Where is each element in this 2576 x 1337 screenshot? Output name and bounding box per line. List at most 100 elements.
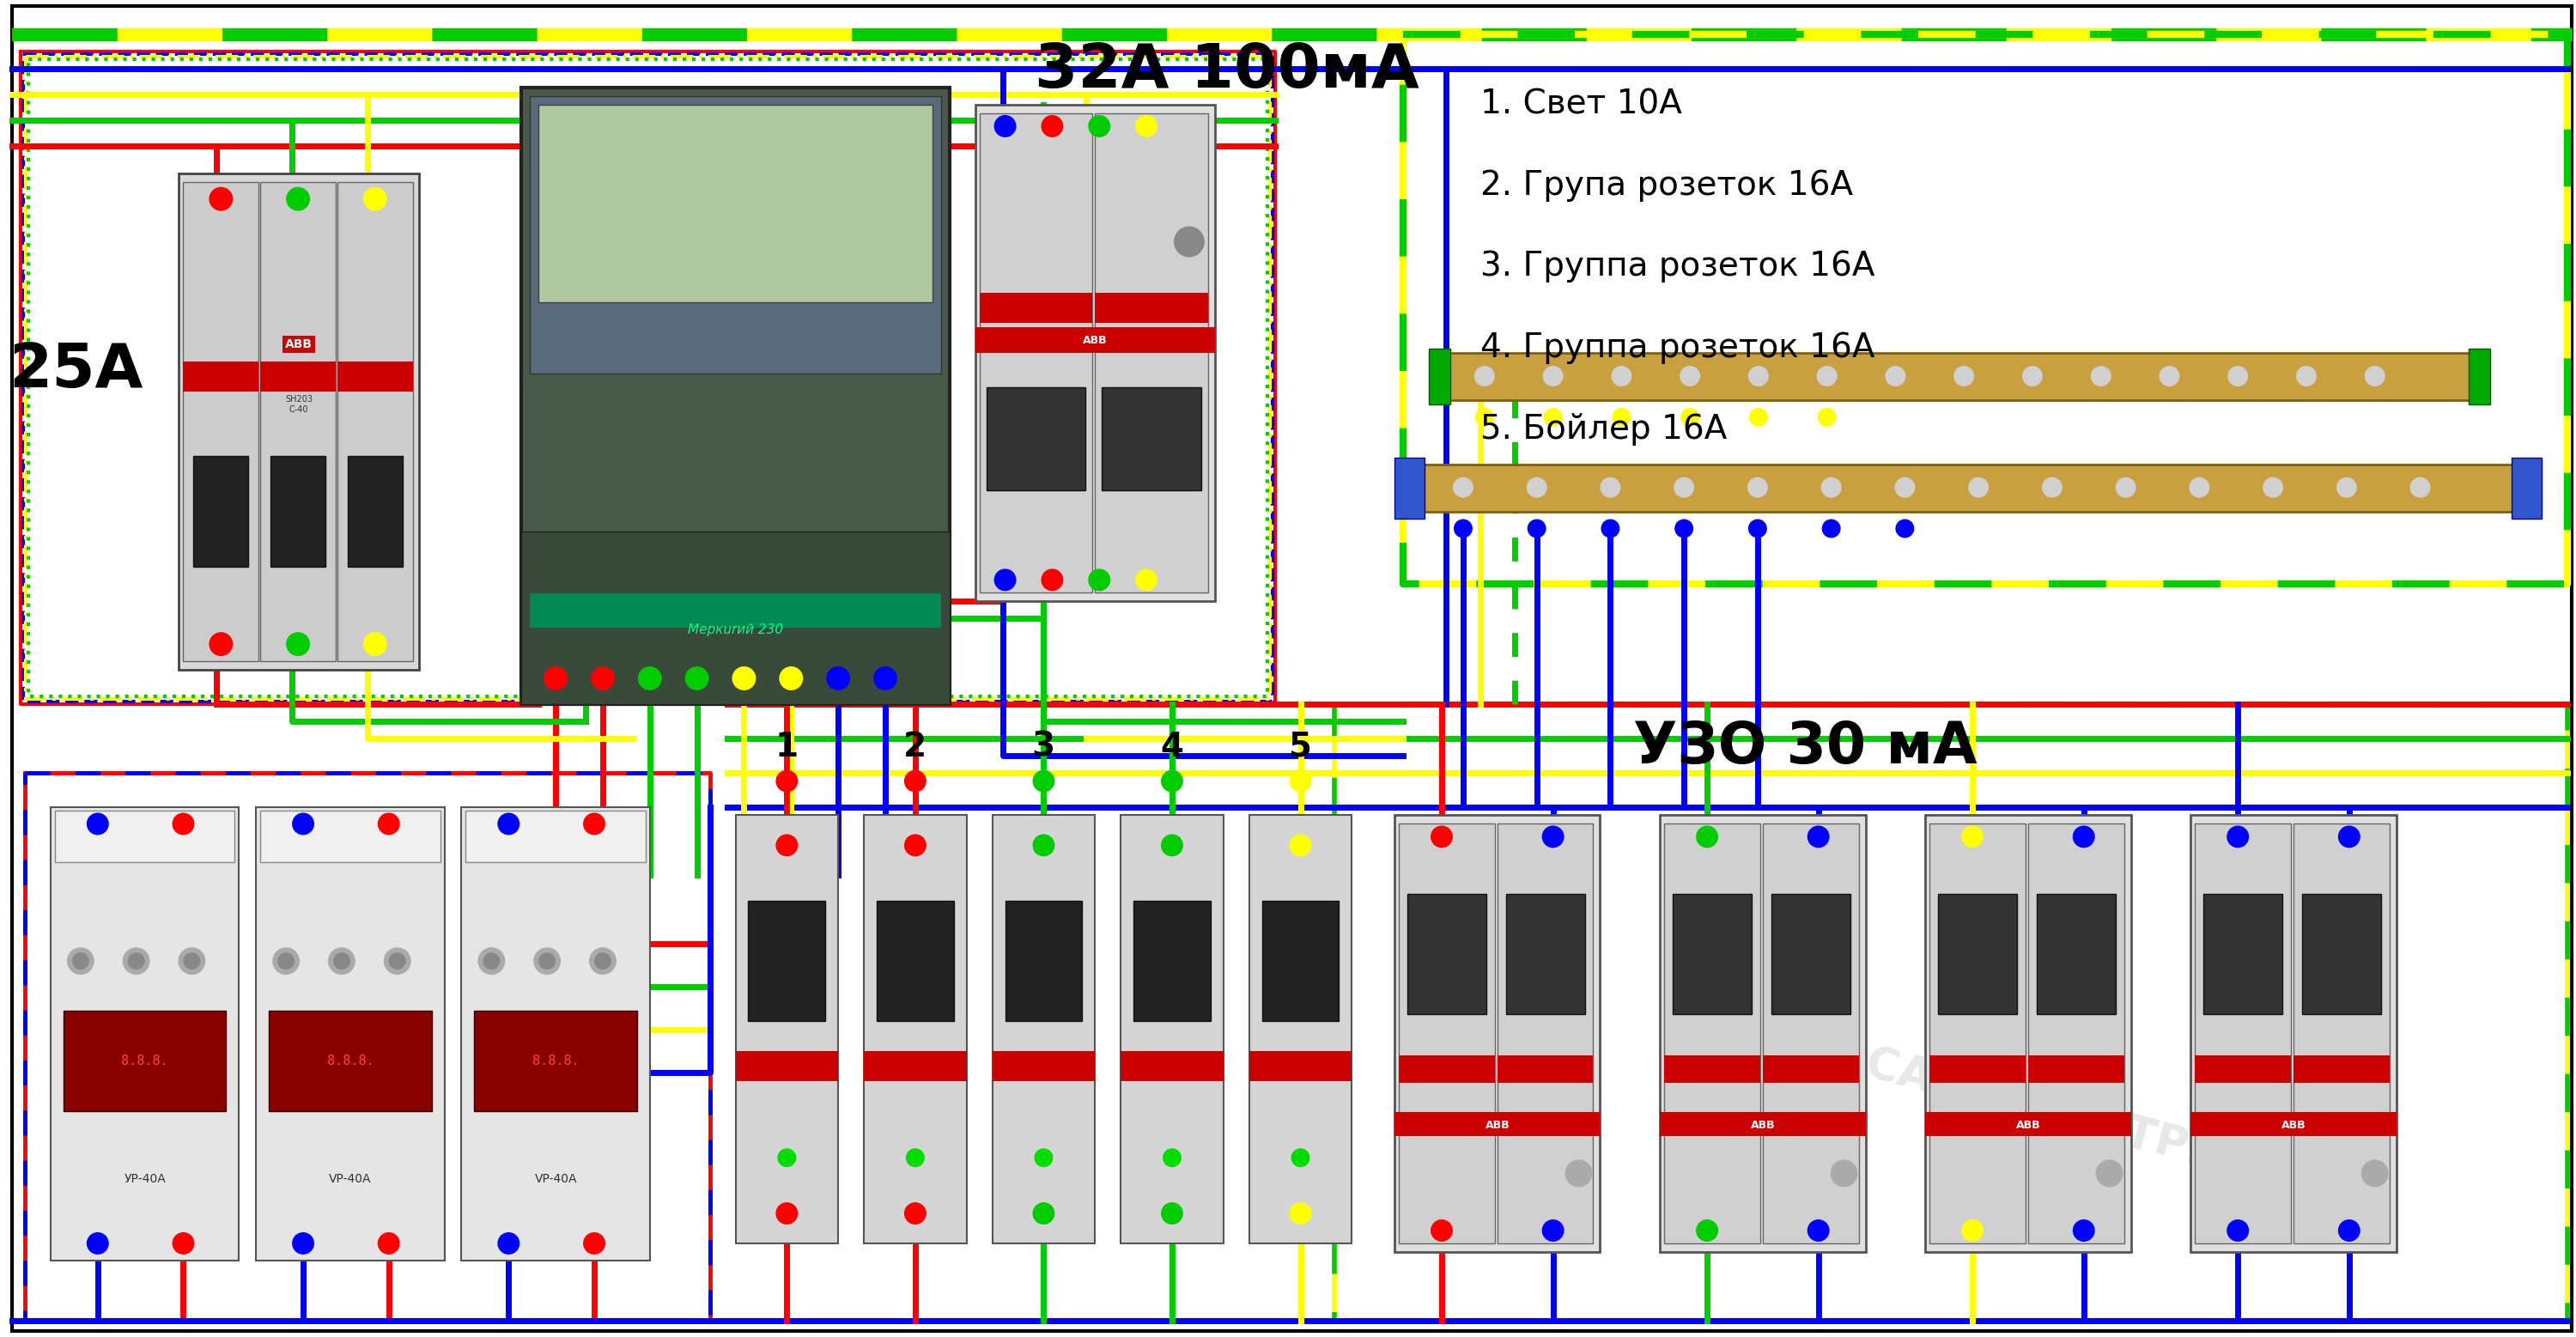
Circle shape <box>1033 1148 1054 1167</box>
Circle shape <box>389 952 407 969</box>
Bar <box>1672 894 1752 1013</box>
Circle shape <box>1430 825 1453 848</box>
Circle shape <box>477 948 505 975</box>
Text: ABB: ABB <box>2282 1119 2306 1131</box>
Circle shape <box>72 952 90 969</box>
Circle shape <box>1832 1159 1857 1187</box>
Text: 25A: 25A <box>10 341 144 400</box>
Bar <box>2202 894 2282 1013</box>
Circle shape <box>907 1148 925 1167</box>
Circle shape <box>129 952 144 969</box>
Circle shape <box>363 632 386 656</box>
Bar <box>538 104 933 302</box>
Circle shape <box>173 813 193 836</box>
Bar <box>1430 349 1450 404</box>
Circle shape <box>183 952 201 969</box>
Circle shape <box>2339 825 2360 848</box>
Bar <box>1394 816 1600 1251</box>
Circle shape <box>88 813 108 836</box>
Circle shape <box>379 1233 399 1254</box>
Circle shape <box>1033 770 1054 793</box>
Circle shape <box>1886 366 1906 386</box>
Circle shape <box>904 834 927 857</box>
Bar <box>52 806 240 1261</box>
Circle shape <box>482 952 500 969</box>
Bar <box>1664 824 1759 1243</box>
Circle shape <box>497 1233 520 1254</box>
Circle shape <box>1808 825 1829 848</box>
Circle shape <box>88 1233 108 1254</box>
Text: 2. Група розеток 16A: 2. Група розеток 16A <box>1481 168 1852 202</box>
Bar <box>1924 816 2130 1251</box>
Bar <box>1762 1055 1860 1083</box>
Circle shape <box>67 948 95 975</box>
Bar <box>992 816 1095 1243</box>
Circle shape <box>1896 519 1914 537</box>
Circle shape <box>2074 825 2094 848</box>
Circle shape <box>827 666 850 690</box>
Bar <box>2027 824 2125 1243</box>
Text: 8.8.8.: 8.8.8. <box>533 1055 580 1067</box>
Text: 5: 5 <box>1288 730 1311 763</box>
Circle shape <box>1162 1148 1182 1167</box>
Text: VP-40A: VP-40A <box>330 1173 371 1185</box>
Bar <box>2190 816 2396 1251</box>
Circle shape <box>327 948 355 975</box>
Bar <box>863 816 966 1243</box>
Circle shape <box>1087 568 1110 591</box>
Circle shape <box>775 834 799 857</box>
Circle shape <box>639 666 662 690</box>
Circle shape <box>2226 1219 2249 1242</box>
Bar <box>255 806 446 1261</box>
Text: 1: 1 <box>775 730 799 763</box>
Circle shape <box>2411 477 2432 497</box>
Circle shape <box>1600 477 1620 497</box>
Circle shape <box>384 948 412 975</box>
Bar <box>1937 894 2017 1013</box>
Text: 4: 4 <box>1159 730 1182 763</box>
Circle shape <box>1613 408 1631 427</box>
Circle shape <box>2226 825 2249 848</box>
Bar <box>183 182 258 662</box>
Bar <box>2190 1112 2396 1136</box>
Bar <box>1507 894 1584 1013</box>
Text: САМ ЭЛЕКТРИК: САМ ЭЛЕКТРИК <box>1860 1040 2264 1189</box>
Bar <box>520 88 951 705</box>
Bar <box>737 816 837 1243</box>
Bar <box>1659 1112 1865 1136</box>
Bar <box>1095 114 1208 592</box>
Bar <box>466 812 647 862</box>
Circle shape <box>873 666 896 690</box>
Circle shape <box>332 952 350 969</box>
Circle shape <box>1087 115 1110 138</box>
Text: УР-40А: УР-40А <box>124 1173 165 1185</box>
Circle shape <box>1136 568 1157 591</box>
Circle shape <box>778 1148 796 1167</box>
Circle shape <box>1473 366 1494 386</box>
Circle shape <box>582 1233 605 1254</box>
Circle shape <box>1674 519 1692 537</box>
Circle shape <box>994 568 1018 591</box>
Circle shape <box>1816 366 1837 386</box>
Circle shape <box>994 115 1018 138</box>
Bar <box>979 293 1092 324</box>
Circle shape <box>1476 408 1494 427</box>
Circle shape <box>1291 1202 1311 1225</box>
Bar <box>1419 464 2517 512</box>
Circle shape <box>2097 1159 2123 1187</box>
Circle shape <box>291 1233 314 1254</box>
Circle shape <box>2365 366 2385 386</box>
Circle shape <box>778 666 804 690</box>
Circle shape <box>379 813 399 836</box>
Circle shape <box>1528 519 1546 537</box>
Circle shape <box>1453 477 1473 497</box>
Circle shape <box>1291 770 1311 793</box>
Circle shape <box>1808 1219 1829 1242</box>
Circle shape <box>582 813 605 836</box>
Bar <box>337 361 412 392</box>
Bar <box>1772 894 1850 1013</box>
Bar <box>1659 816 1865 1251</box>
Circle shape <box>775 1202 799 1225</box>
Text: 32A 100мA: 32A 100мA <box>1036 41 1419 100</box>
Bar <box>1929 824 2025 1243</box>
